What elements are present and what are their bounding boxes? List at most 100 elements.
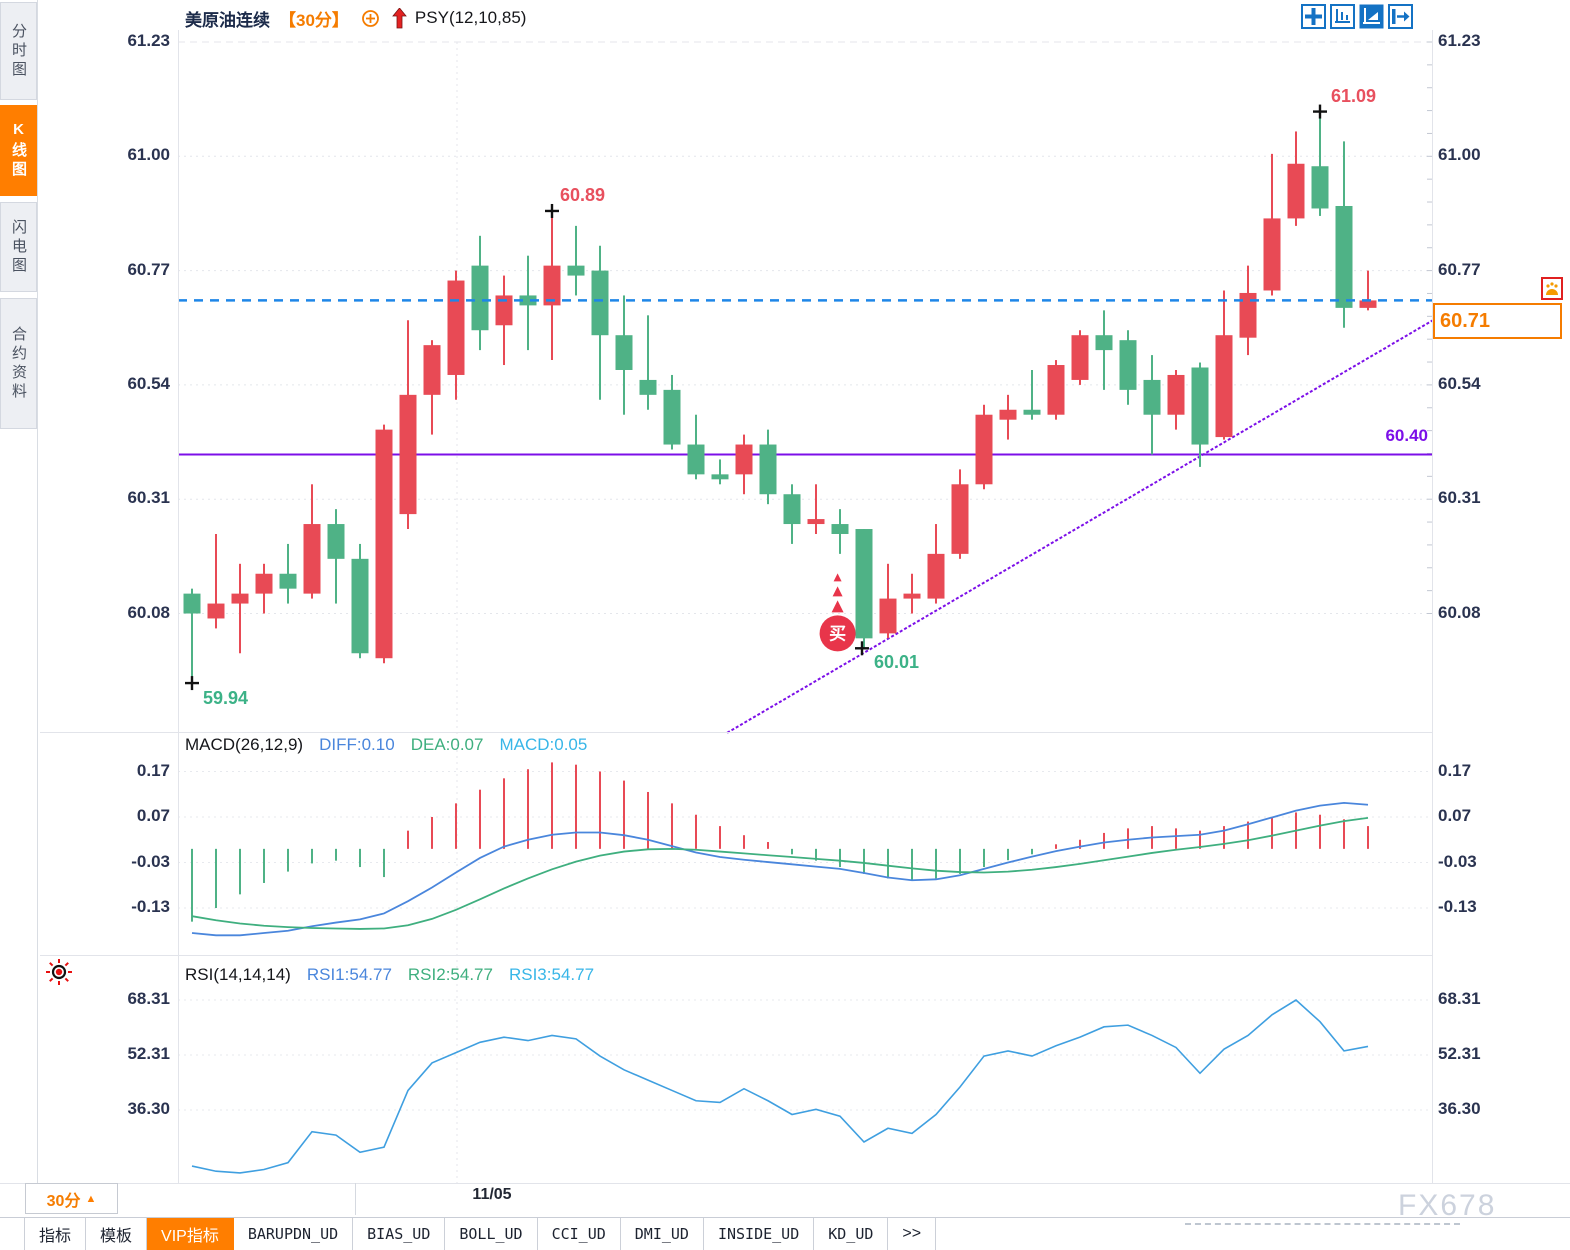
period-selector-button[interactable]: 30分 ▲: [25, 1183, 118, 1214]
y-axis-label: 52.31: [1438, 1044, 1481, 1063]
candle-19: [639, 379, 657, 395]
candle-8: [375, 429, 393, 659]
indicator-tab-3[interactable]: VIP指标: [147, 1218, 234, 1250]
y-axis-label: 60.54: [127, 373, 170, 393]
candle-27: [831, 524, 849, 534]
sidebar-tab-2[interactable]: K线图: [0, 105, 37, 196]
indicator-tab-1[interactable]: 指标: [24, 1218, 87, 1250]
candle-12: [471, 265, 489, 331]
indicator-tab-4[interactable]: BARUPDN_UD: [233, 1218, 354, 1250]
indicator-tab-9[interactable]: INSIDE_UD: [703, 1218, 815, 1250]
sidebar-tab-1[interactable]: 分时图: [0, 2, 37, 100]
candle-1: [207, 603, 225, 619]
candle-25: [783, 494, 801, 525]
candle-39: [1119, 340, 1137, 390]
swing-low-label: 59.94: [203, 688, 249, 708]
axis-scale-icon[interactable]: [1330, 4, 1355, 29]
candle-43: [1215, 335, 1233, 438]
candle-33: [975, 414, 993, 485]
candle-22: [711, 474, 729, 480]
swing-high-label: 61.09: [1331, 86, 1377, 106]
candle-38: [1095, 335, 1113, 351]
indicator-tab-10[interactable]: KD_UD: [814, 1218, 889, 1250]
svg-text:买: 买: [829, 624, 846, 643]
trend-line[interactable]: [726, 319, 1434, 734]
candle-6: [327, 524, 345, 559]
indicator-tab-8[interactable]: DMI_UD: [620, 1218, 704, 1250]
overlay-indicator-label: PSY(12,10,85): [414, 8, 527, 27]
period-selector-label: 30分: [46, 1192, 81, 1210]
rsi-params-label: RSI(14,14,14): [185, 965, 291, 984]
y-axis-label: -0.03: [1438, 851, 1477, 871]
price-alert-icon[interactable]: [1541, 276, 1563, 305]
candle-46: [1287, 163, 1305, 219]
expand-circle-icon[interactable]: [361, 9, 380, 28]
macd-diff-readout: DIFF:0.10: [319, 735, 395, 754]
pane-expand-icon[interactable]: [1388, 4, 1413, 29]
current-price-tag: 60.71: [1433, 303, 1562, 339]
y-axis-label: 0.17: [136, 760, 170, 780]
y-axis-label: 0.17: [1438, 760, 1472, 780]
candle-34: [999, 409, 1017, 420]
candle-28: [855, 529, 873, 639]
candle-30: [903, 593, 921, 599]
layout-grid-icon[interactable]: [1301, 4, 1326, 29]
x-axis-date-label: 11/05: [472, 1186, 512, 1203]
sidebar-tab-4[interactable]: 合约资料: [0, 298, 37, 429]
candle-37: [1071, 335, 1089, 380]
y-axis-label: -0.13: [1438, 897, 1477, 916]
swing-high-label: 60.89: [560, 185, 606, 205]
y-axis-label: 60.54: [1438, 373, 1481, 393]
candle-41: [1167, 374, 1185, 415]
candle-0: [183, 593, 201, 614]
chart-title-bar: 美原油连续 【30分】 PSY(12,10,85): [185, 5, 526, 31]
main-plot: [183, 111, 1377, 684]
indicator-tab-7[interactable]: CCI_UD: [537, 1218, 621, 1250]
macd-plot: [191, 762, 1369, 922]
y-axis-label: 61.23: [1438, 31, 1481, 50]
chart-toolbar: [1301, 4, 1413, 29]
y-axis-label: 0.07: [1438, 806, 1472, 825]
sidebar-tab-3[interactable]: 闪电图: [0, 202, 37, 292]
candle-14: [519, 295, 537, 306]
y-axis-label: 52.31: [127, 1044, 170, 1063]
candle-20: [663, 389, 681, 445]
candle-29: [879, 598, 897, 634]
plot-left-border: [178, 30, 179, 1183]
candle-35: [1023, 409, 1041, 415]
y-axis-label: 36.30: [1438, 1099, 1481, 1119]
candle-31: [927, 553, 945, 599]
y-axis-label: 60.08: [1438, 602, 1481, 622]
candle-32: [951, 484, 969, 554]
y-axis-label: 36.30: [127, 1099, 170, 1119]
candle-36: [1047, 365, 1065, 415]
sidebar: 分时图 K线图闪电图合约资料: [0, 0, 38, 1183]
indicator-tab-6[interactable]: BOLL_UD: [445, 1218, 538, 1250]
y-axis-label: 61.23: [127, 31, 170, 50]
indicator-tab-bar: 指标 模板 VIP指标 BARUPDN_UD BIAS_UD BOLL_UD CCI_UD D…: [0, 1217, 1570, 1250]
candle-18: [615, 335, 633, 370]
period-label[interactable]: 【30分】: [279, 10, 349, 30]
candle-45: [1263, 218, 1281, 291]
candle-11: [447, 280, 465, 375]
y-axis-label: -0.13: [131, 897, 170, 916]
candle-21: [687, 444, 705, 475]
y-axis-label: -0.03: [131, 851, 170, 871]
candle-44: [1239, 292, 1257, 338]
buy-signal-marker[interactable]: 买: [819, 573, 856, 652]
rsi3-readout: RSI3:54.77: [508, 965, 595, 984]
indicator-tab-11[interactable]: >>: [888, 1218, 937, 1250]
hot-indicator-icon[interactable]: [44, 957, 74, 992]
indicator-tab-2[interactable]: 模板: [86, 1218, 148, 1250]
pane-separator: [40, 732, 1432, 733]
y-axis-label: 68.31: [127, 989, 170, 1008]
rsi-header: RSI(14,14,14) RSI1:54.77 RSI2:54.77 RSI3…: [185, 965, 594, 985]
candle-2: [231, 593, 249, 604]
y-axis-label: 60.31: [1438, 488, 1481, 508]
indicator-tab-5[interactable]: BIAS_UD: [353, 1218, 446, 1250]
candle-40: [1143, 379, 1161, 415]
candle-15: [543, 265, 561, 306]
chart-style-icon[interactable]: [1359, 4, 1384, 29]
